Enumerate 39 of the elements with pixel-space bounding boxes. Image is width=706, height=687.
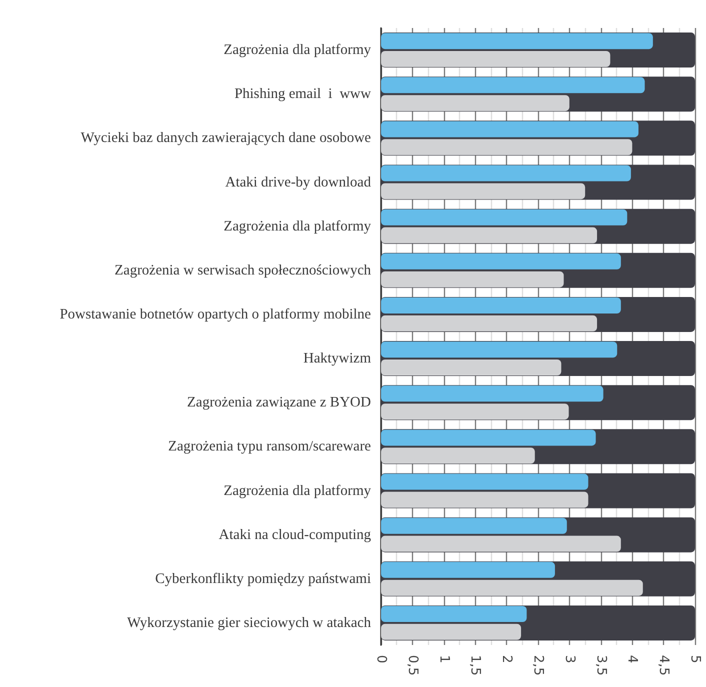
bar [381,474,588,490]
bar [381,253,621,270]
x-tick-label: 0,5 [404,655,420,676]
y-tick-label: Zagrożenia dla platformy [224,42,372,58]
y-tick-label: Ataki na cloud-computing [218,526,371,543]
x-tick-label: 1 [436,655,452,664]
bar [381,342,618,358]
bar [381,33,653,50]
bar [381,298,621,314]
y-tick-label: Cyberkonflikty pomiędzy państwami [155,570,371,587]
x-tick-label: 2,5 [530,655,546,676]
x-tick-label: 2 [499,655,514,664]
y-tick-label: Zagrożenia zawiązane z BYOD [187,394,371,411]
x-tick-label: 4,5 [656,655,672,676]
x-tick-label: 3,5 [593,655,608,676]
x-tick-label: 3 [562,655,577,664]
bar [381,386,604,402]
bar [381,121,638,138]
y-tick-label: Zagrożenia dla platformy [224,482,372,499]
x-tick-label: 5 [688,655,702,664]
bar [381,562,555,578]
y-tick-label: Haktywizm [303,350,372,367]
y-tick-label: Wykorzystanie gier sieciowych w atakach [127,614,372,631]
y-tick-label: Wycieki baz danych zawierających dane osobowe [80,130,371,146]
bar [381,77,645,94]
x-tick-label: 0 [374,655,388,664]
y-tick-label: Zagrożenia dla platformy [224,218,372,234]
bar [381,209,628,226]
y-tick-label: Phishing email i www [234,86,372,102]
y-tick-label: Zagrożenia typu ransom/scareware [168,438,371,455]
y-tick-label: Powstawanie botnetów opartych o platformy mobilne [60,306,371,322]
x-tick-label: 4 [624,655,640,664]
bar [381,165,631,182]
bar [381,430,596,446]
bar [381,606,527,622]
y-tick-label: Ataki drive-by download [225,174,372,190]
y-tick-label: Zagrożenia w serwisach społecznościowych [114,262,372,278]
x-tick-label: 1,5 [468,655,483,676]
bar [381,518,567,534]
